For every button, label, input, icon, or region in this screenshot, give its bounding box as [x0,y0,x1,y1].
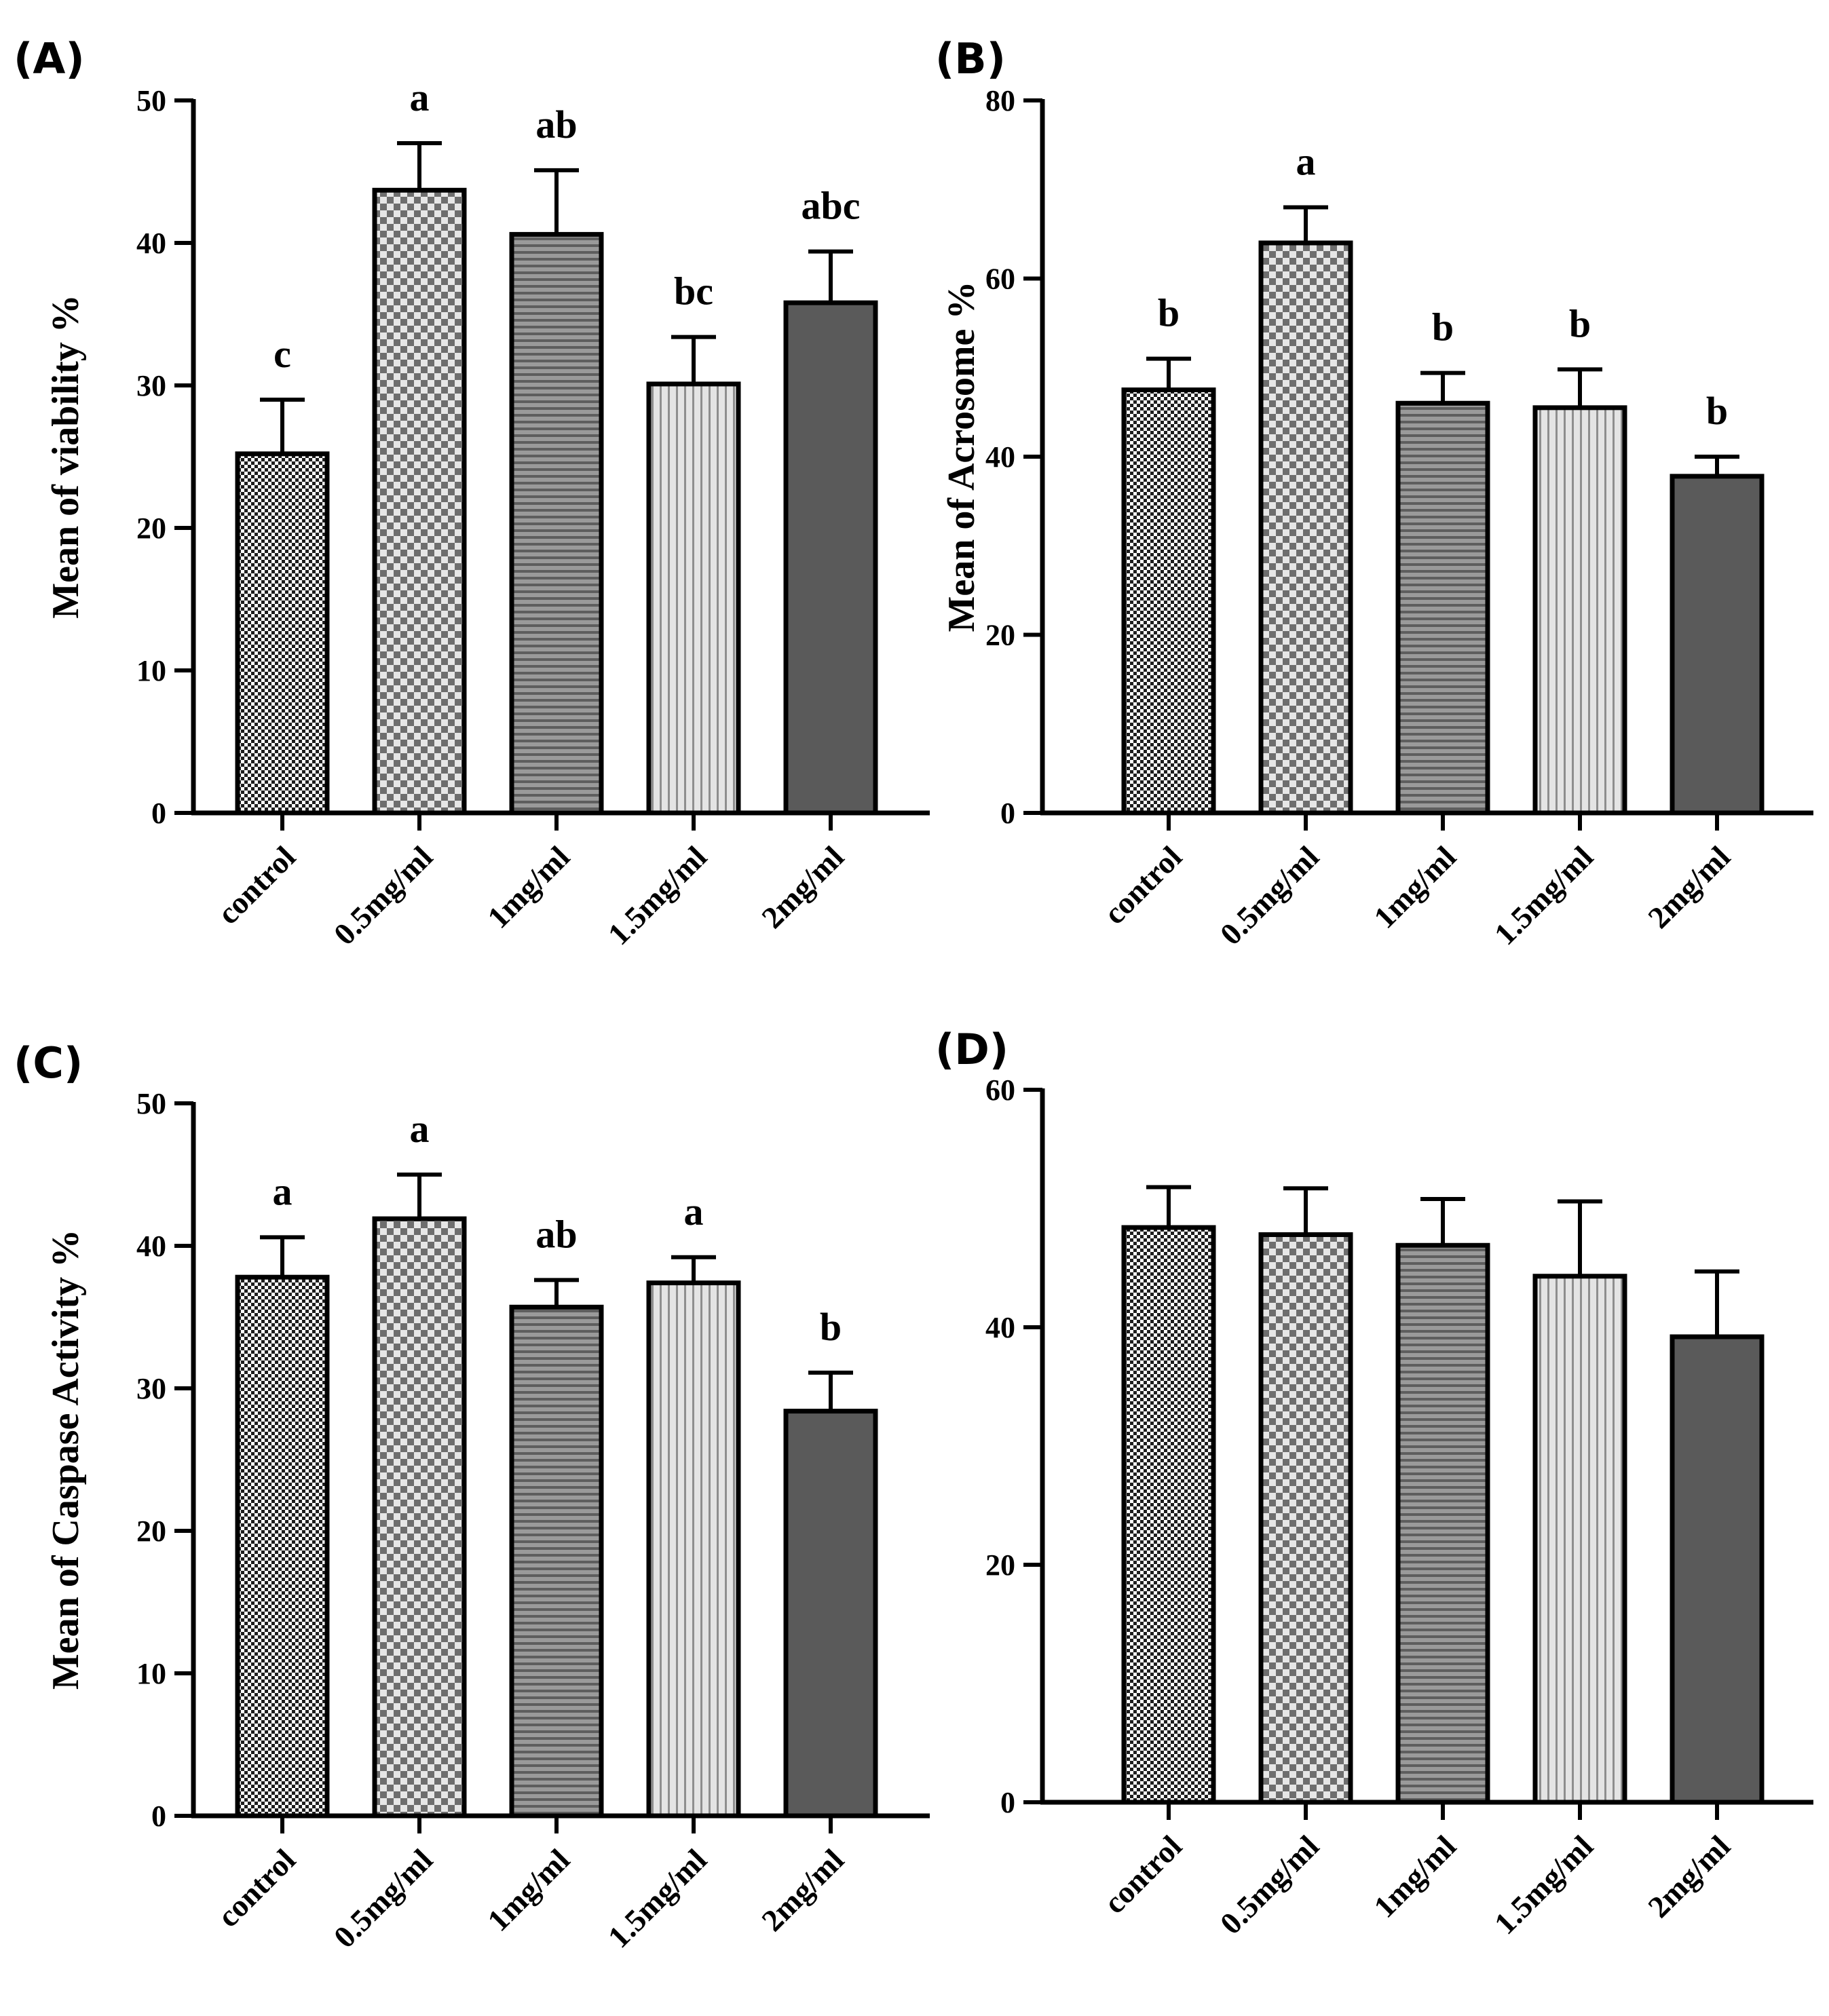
y-axis-title: Mean of viability % [45,294,87,619]
y-tick-label: 20 [985,619,1015,652]
significance-label: a [1296,140,1316,184]
category-label: control [1097,1829,1188,1920]
chart-panel-c: (C) 0 10 20 30 40 50 Mean of Caspase Activity %… [14,1038,930,1954]
significance-label: a [684,1190,704,1234]
y-tick-label: 80 [985,84,1015,117]
bar-3 [509,1304,604,1819]
y-tick-label: 60 [985,263,1015,296]
bar-4 [646,381,741,816]
y-axis-title: Mean of Caspase Activity % [45,1230,87,1690]
bar-1 [1121,387,1216,816]
category-label: 2mg/ml [755,839,850,935]
y-tick-label: 0 [151,1800,166,1833]
category-label: 1mg/ml [1367,839,1463,935]
category-label: 1mg/ml [480,839,576,935]
bar-5 [783,300,878,816]
significance-label: a [273,1169,293,1213]
y-tick-label: 40 [136,227,166,260]
significance-label: b [1158,291,1180,335]
category-label: control [210,1842,302,1934]
category-label: 1.5mg/ml [1488,839,1600,951]
category-label: 0.5mg/ml [327,839,439,951]
bar-1 [235,451,330,816]
y-tick-label: 10 [136,654,166,687]
bar-3 [1395,1242,1490,1805]
y-tick-label: 60 [985,1073,1015,1107]
y-tick-label: 10 [136,1657,166,1690]
y-tick-label: 0 [1000,797,1015,830]
panel-label: (B) [935,34,1006,83]
significance-label: b [1706,389,1728,433]
bar-5 [783,1409,878,1819]
category-label: 0.5mg/ml [1213,839,1325,951]
y-tick-label: 30 [136,369,166,402]
bar-5 [1670,1334,1765,1805]
category-label: 2mg/ml [755,1842,850,1938]
y-tick-label: 40 [985,1311,1015,1344]
bar-2 [372,1216,467,1819]
y-tick-label: 20 [985,1548,1015,1582]
y-tick-label: 0 [151,797,166,830]
significance-label: abc [802,184,861,228]
y-axis-title: Mean of Acrosome % [941,282,983,632]
category-label: control [210,839,302,931]
significance-label: a [410,1107,430,1151]
significance-label: a [410,75,430,119]
y-tick-label: 20 [136,1515,166,1548]
category-label: 2mg/ml [1641,1829,1737,1924]
panel-label: (D) [935,1025,1008,1074]
category-label: 1mg/ml [1367,1829,1463,1924]
category-label: 1.5mg/ml [601,839,713,951]
chart-panel-b: (B) 0 20 40 60 80 Mean of Acrosome % control b 0.… [935,34,1813,951]
y-tick-label: 50 [136,1087,166,1120]
category-label: 1mg/ml [480,1842,576,1938]
bar-2 [372,187,467,816]
category-label: 1.5mg/ml [601,1842,713,1954]
bar-4 [1532,1274,1627,1805]
bar-1 [1121,1225,1216,1805]
significance-label: ab [535,102,577,147]
significance-label: ab [535,1212,577,1256]
category-label: 2mg/ml [1641,839,1737,935]
panel-label: (C) [14,1038,83,1088]
significance-label: bc [674,269,713,313]
significance-label: b [820,1305,842,1349]
significance-label: c [274,332,291,376]
y-tick-label: 40 [136,1230,166,1263]
category-label: 0.5mg/ml [327,1842,439,1954]
bar-3 [509,231,604,816]
bar-1 [235,1274,330,1819]
significance-label: b [1569,301,1591,345]
y-tick-label: 0 [1000,1786,1015,1819]
bar-4 [1532,405,1627,816]
significance-label: b [1432,305,1454,349]
y-tick-label: 50 [136,84,166,117]
panel-label: (A) [14,34,85,83]
bar-3 [1395,400,1490,816]
category-label: control [1097,839,1188,931]
bar-4 [646,1280,741,1819]
chart-panel-d: (D) 0 20 40 60 control 0.5mg/ml 1mg/ml 1.5mg/ml 2… [935,1025,1813,1941]
category-label: 1.5mg/ml [1488,1829,1600,1941]
bar-2 [1258,1232,1353,1805]
chart-panel-a: (A) 0 10 20 30 40 50 Mean of viability % control… [14,34,930,951]
category-label: 0.5mg/ml [1213,1829,1325,1941]
bar-5 [1670,474,1765,816]
y-tick-label: 20 [136,512,166,545]
bar-2 [1258,240,1353,816]
y-tick-label: 30 [136,1372,166,1405]
y-tick-label: 40 [985,440,1015,474]
